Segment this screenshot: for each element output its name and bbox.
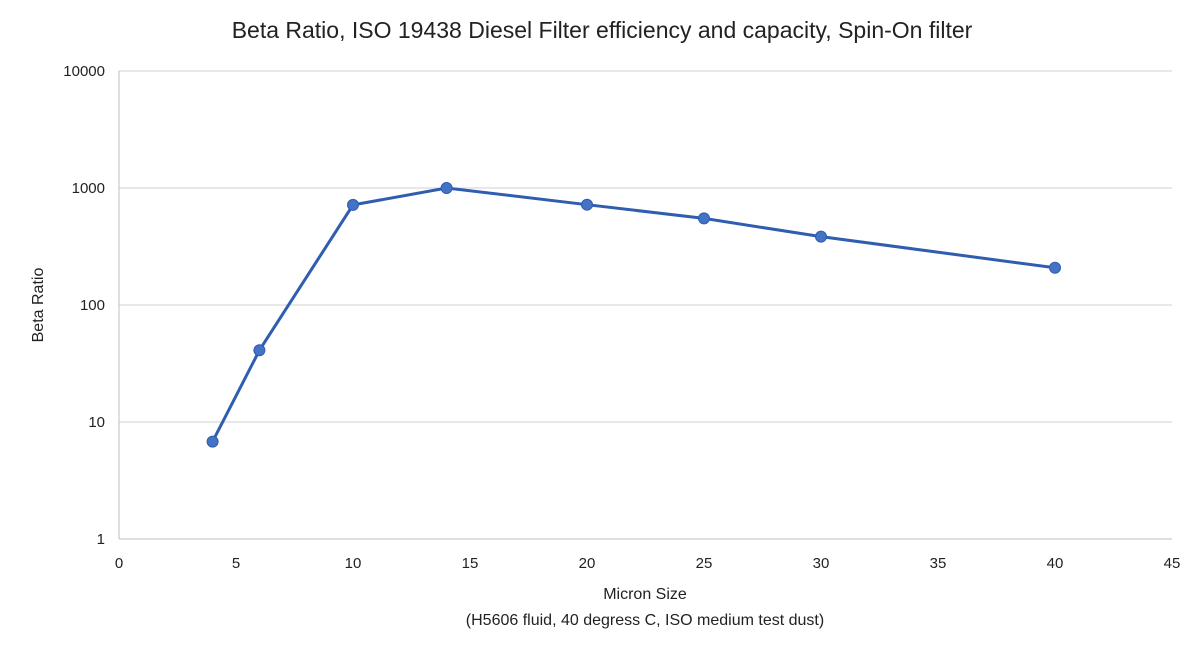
- data-point: [815, 230, 827, 243]
- x-tick-label: 25: [696, 555, 713, 572]
- x-tick-label: 35: [930, 555, 947, 572]
- x-tick-label: 0: [115, 555, 123, 572]
- series-line-path: [211, 186, 1056, 443]
- data-point: [1049, 261, 1061, 274]
- data-point: [253, 344, 266, 357]
- x-tick-label: 10: [345, 555, 362, 572]
- data-point: [581, 198, 593, 211]
- chart-title: Beta Ratio, ISO 19438 Diesel Filter effi…: [232, 17, 973, 43]
- x-axis-sublabel: (H5606 fluid, 40 degress C, ISO medium t…: [466, 612, 824, 629]
- x-tick-label: 40: [1047, 555, 1064, 572]
- series-line: [206, 182, 1061, 448]
- y-tick-label: 1: [97, 531, 105, 548]
- y-axis-label: Beta Ratio: [30, 268, 47, 343]
- gridlines: [118, 70, 1172, 540]
- data-point: [347, 198, 359, 211]
- x-tick-label: 15: [462, 555, 479, 572]
- data-point: [206, 435, 219, 448]
- data-point: [698, 212, 710, 225]
- x-tick-label: 45: [1164, 555, 1181, 572]
- x-tick-labels: 0 5 10 15 20 25 30 35 40 45: [115, 555, 1181, 572]
- y-tick-labels: 1 10 100 1000 10000: [63, 63, 105, 548]
- x-axis-label: Micron Size: [603, 586, 687, 603]
- y-tick-label: 100: [80, 297, 105, 314]
- x-tick-label: 30: [813, 555, 830, 572]
- x-tick-label: 20: [579, 555, 596, 572]
- data-point: [440, 182, 453, 194]
- y-tick-label: 10: [88, 414, 105, 431]
- x-tick-label: 5: [232, 555, 240, 572]
- y-tick-label: 10000: [63, 63, 105, 80]
- y-tick-label: 1000: [72, 180, 105, 197]
